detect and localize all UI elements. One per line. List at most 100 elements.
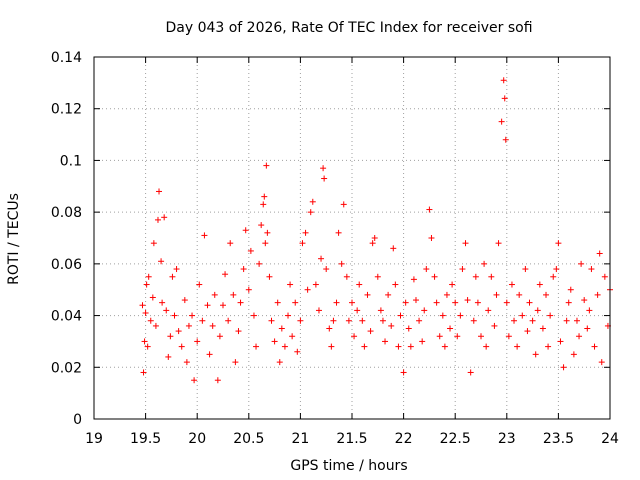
data-point (230, 291, 237, 298)
data-point (256, 260, 263, 267)
y-axis: 0 0.02 0.04 0.06 0.08 0.1 0.12 0.14 (51, 50, 610, 428)
x-tick-label: 19.5 (130, 431, 161, 447)
data-point (209, 322, 216, 329)
data-point (289, 333, 296, 340)
data-point (250, 312, 257, 319)
data-point (165, 353, 172, 360)
data-point (159, 299, 166, 306)
data-point (385, 291, 392, 298)
data-point (281, 343, 288, 350)
data-point (395, 343, 402, 350)
y-tick-label: 0 (73, 412, 82, 428)
data-point (294, 348, 301, 355)
data-point (436, 333, 443, 340)
data-point (470, 317, 477, 324)
y-tick-label: 0.06 (51, 257, 82, 273)
x-tick-label: 23.5 (543, 431, 574, 447)
data-point (596, 250, 603, 257)
x-tick-label: 22.5 (440, 431, 471, 447)
data-point (416, 317, 423, 324)
data-point (351, 333, 358, 340)
data-point (447, 325, 454, 332)
data-point (441, 343, 448, 350)
data-point (578, 260, 585, 267)
data-point (550, 273, 557, 280)
x-tick-label: 22 (395, 431, 413, 447)
y-tick-label: 0.12 (51, 102, 82, 118)
data-point (483, 343, 490, 350)
x-axis: 19 19.5 20 20.5 21 21.5 22 22.5 23 23.5 24 (85, 57, 619, 447)
data-point (285, 312, 292, 319)
data-point (261, 193, 268, 200)
data-point (169, 273, 176, 280)
data-point (194, 338, 201, 345)
data-point (481, 260, 488, 267)
data-point (369, 240, 376, 247)
data-point (206, 351, 213, 358)
data-point (260, 201, 267, 208)
data-point (235, 328, 242, 335)
data-point (309, 198, 316, 205)
data-point (522, 266, 529, 273)
data-point (211, 291, 218, 298)
x-tick-label: 23 (498, 431, 516, 447)
data-point (304, 286, 311, 293)
data-point (560, 364, 567, 371)
y-axis-label: ROTI / TECUs (6, 193, 22, 285)
data-point (178, 343, 185, 350)
data-point (262, 240, 269, 247)
data-point (410, 276, 417, 283)
data-point (594, 291, 601, 298)
data-point (274, 299, 281, 306)
data-point (140, 369, 147, 376)
data-point (388, 322, 395, 329)
data-point (526, 299, 533, 306)
data-point (297, 317, 304, 324)
data-point (318, 255, 325, 262)
data-point (149, 294, 156, 301)
data-point (220, 302, 226, 309)
data-point (173, 266, 180, 273)
data-point (216, 333, 223, 340)
data-point (514, 343, 521, 350)
data-point (426, 206, 433, 213)
data-point (163, 307, 170, 314)
data-points (139, 77, 613, 384)
data-point (335, 229, 342, 236)
x-tick-label: 24 (601, 431, 619, 447)
data-point (519, 312, 526, 319)
data-point (367, 328, 374, 335)
data-point (536, 281, 543, 288)
data-point (543, 291, 550, 298)
data-point (443, 291, 450, 298)
data-point (247, 247, 254, 254)
data-point (287, 281, 294, 288)
chart-title: Day 043 of 2026, Rate Of TEC Index for r… (165, 20, 532, 36)
data-point (474, 299, 481, 306)
data-point (245, 286, 252, 293)
x-tick-label: 21 (291, 431, 309, 447)
x-tick-label: 21.5 (336, 431, 367, 447)
data-point (227, 240, 234, 247)
data-point (472, 273, 479, 280)
data-point (488, 273, 495, 280)
data-point (147, 317, 154, 324)
data-point (431, 273, 438, 280)
data-point (495, 240, 502, 247)
data-point (452, 299, 459, 306)
data-point (338, 260, 345, 267)
data-point (144, 343, 151, 350)
data-point (379, 317, 386, 324)
data-point (264, 229, 271, 236)
data-point (237, 299, 244, 306)
data-point (328, 343, 335, 350)
data-point (276, 359, 283, 366)
data-point (412, 297, 419, 304)
data-point (503, 299, 510, 306)
data-point (263, 162, 270, 169)
data-point (154, 216, 161, 223)
data-point (189, 312, 196, 319)
data-point (330, 317, 337, 324)
data-point (502, 136, 509, 143)
data-point (364, 291, 371, 298)
